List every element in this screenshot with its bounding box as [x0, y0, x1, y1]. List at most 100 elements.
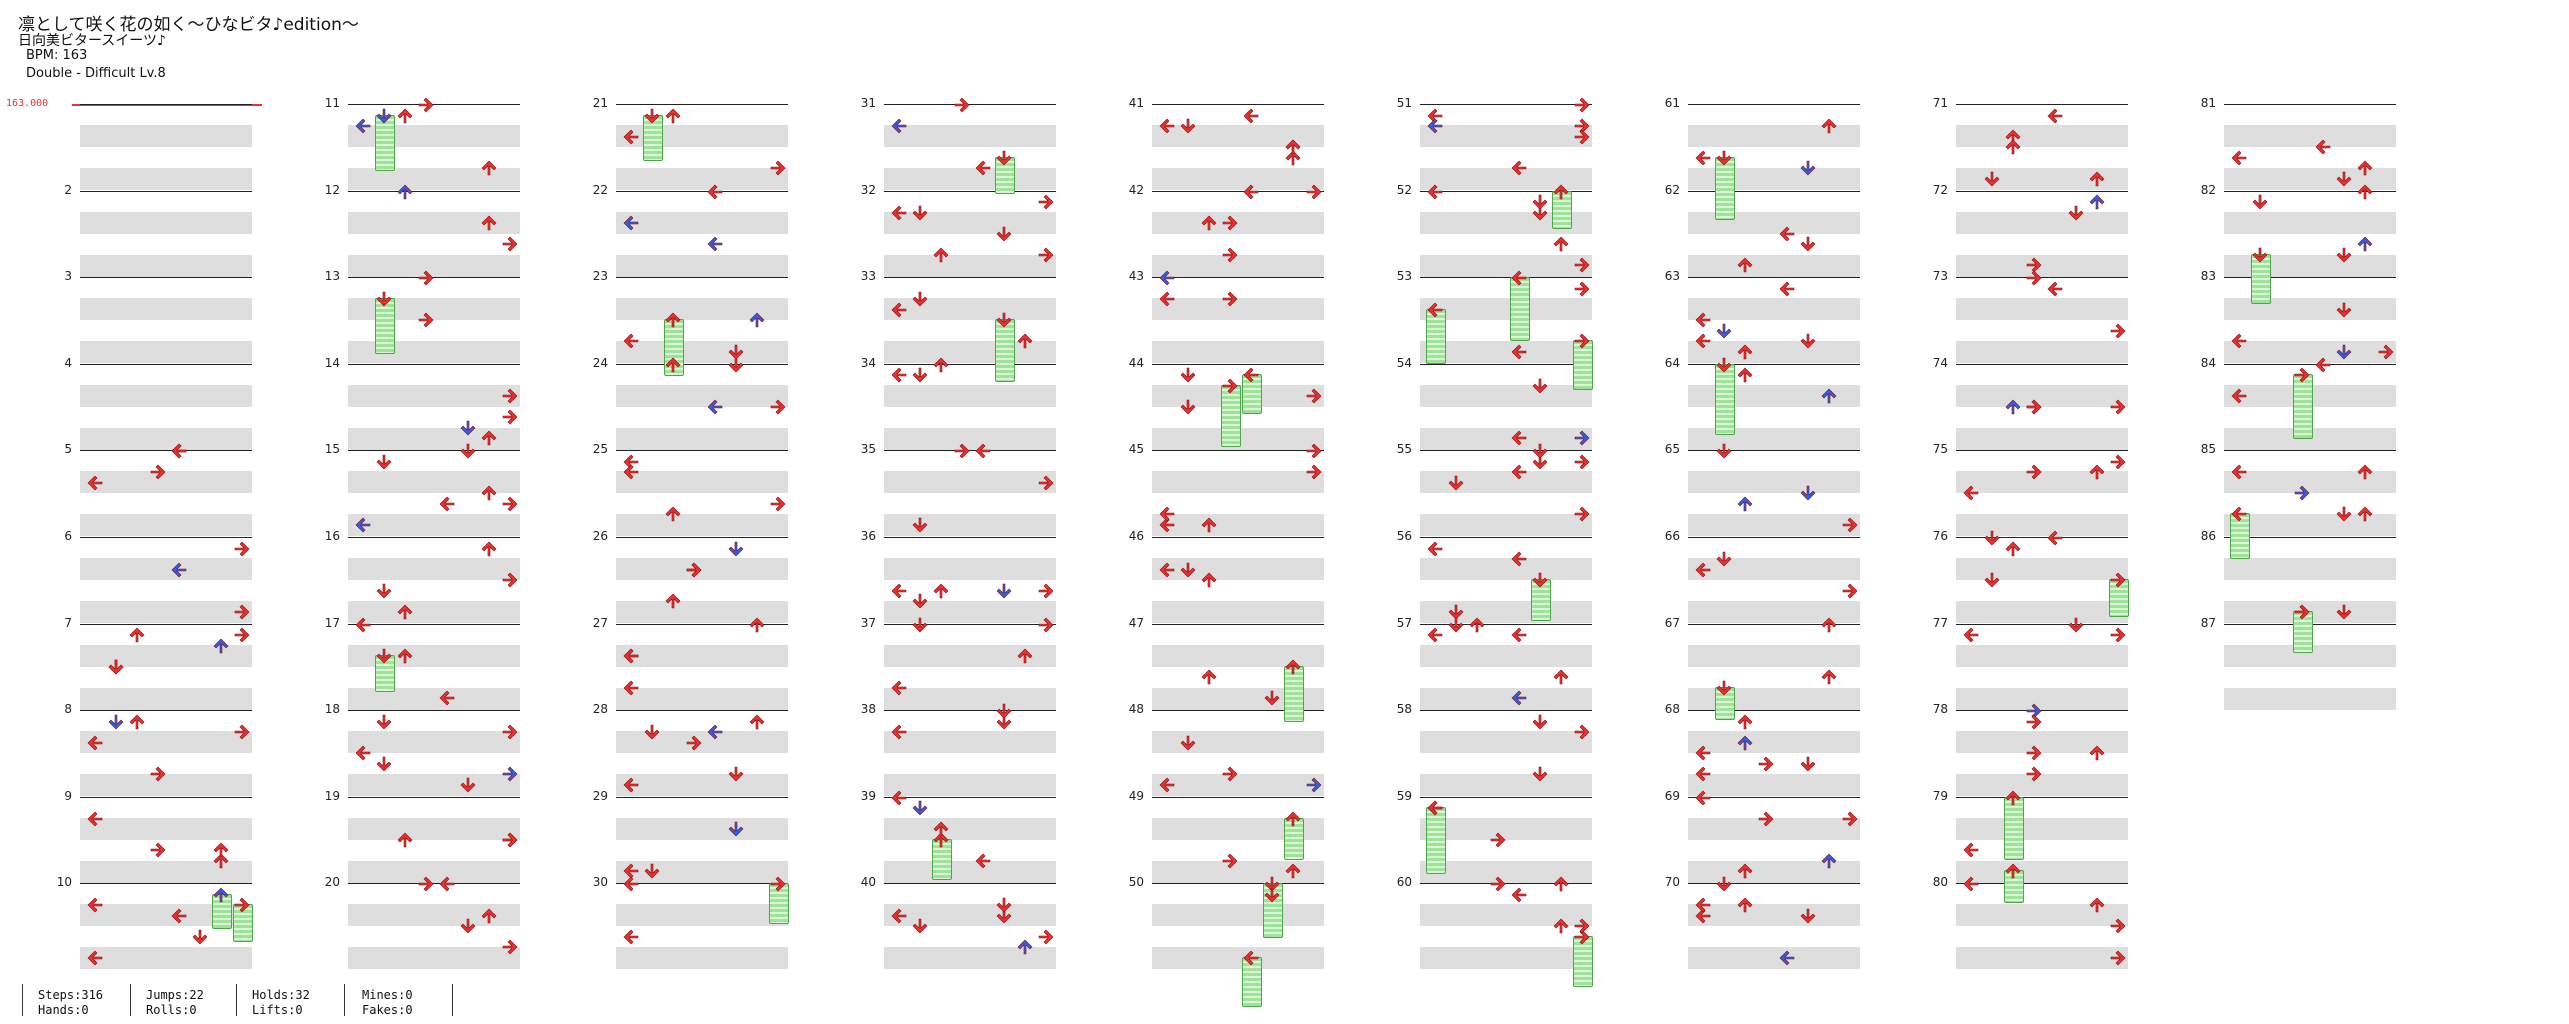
measure-number: 10: [56, 875, 72, 890]
step-arrow-left-icon: [1694, 765, 1712, 783]
step-arrow-left-icon: [622, 862, 640, 880]
step-arrow-right-icon: [2293, 366, 2311, 384]
measure-number: 54: [1396, 355, 1412, 370]
artist-name: 日向美ビタースイーツ♪: [18, 33, 166, 49]
measure-number: 32: [860, 182, 876, 197]
measure-block: 7: [64, 616, 268, 710]
step-arrow-up-icon: [212, 637, 230, 655]
step-arrow-left-icon: [86, 810, 104, 828]
step-arrow-up-icon: [748, 713, 766, 731]
measure-line: [616, 883, 788, 885]
step-arrow-left-icon: [1694, 744, 1712, 762]
step-arrow-down-icon: [995, 702, 1013, 720]
step-arrow-down-icon: [375, 453, 393, 471]
measure-block: 24: [593, 356, 804, 450]
beat-band: [80, 427, 252, 450]
mines-count: Mines:0: [362, 988, 413, 1002]
measure-number: 12: [324, 182, 340, 197]
beat-band: [1420, 644, 1592, 667]
measure-line: [616, 277, 788, 279]
stats-group-2: Jumps:22 Rolls:0: [146, 988, 204, 1018]
measure-line: [80, 450, 252, 452]
step-arrow-up-icon: [2004, 398, 2022, 416]
measure-line: [2224, 277, 2396, 279]
step-arrow-left-icon: [438, 875, 456, 893]
beat-band: [1688, 254, 1860, 277]
step-arrow-left-icon: [1510, 689, 1528, 707]
measure-block: 50: [1129, 875, 1340, 970]
step-arrow-down-icon: [1531, 713, 1549, 731]
beat-band: [884, 125, 1056, 147]
step-arrow-up-icon: [1820, 852, 1838, 870]
measure-block: 10: [57, 875, 268, 970]
measure-line: [616, 796, 788, 798]
measure-number: 14: [324, 355, 340, 370]
measure-number: 86: [2200, 529, 2216, 543]
measure-block: 45: [1129, 442, 1340, 537]
measure-number: 42: [1128, 182, 1144, 197]
measure-line: [884, 363, 1056, 365]
step-arrow-down-icon: [375, 582, 393, 600]
step-arrow-up-icon: [932, 831, 950, 849]
measure-block: 17: [325, 616, 536, 710]
step-arrow-right-icon: [1573, 429, 1591, 447]
measure-block: 25: [593, 442, 804, 537]
step-arrow-right-icon: [2025, 713, 2043, 731]
measure-number: 73: [1932, 269, 1948, 284]
measure-line: [1152, 537, 1324, 538]
measure-line: [1688, 796, 1860, 798]
measure-line: [2224, 450, 2396, 452]
measure-block: 61: [1665, 96, 1876, 190]
step-arrow-left-icon: [622, 776, 640, 794]
measure-number: 51: [1396, 96, 1412, 110]
measure-line: [884, 104, 1056, 105]
measure-line: [1152, 190, 1324, 192]
measure-line: [80, 277, 252, 279]
measure-number: 29: [592, 788, 608, 803]
beat-band: [348, 601, 520, 623]
beat-band: [2224, 168, 2396, 190]
measure-block: 5: [64, 442, 268, 537]
measure-line: [1420, 104, 1592, 105]
measure-line: [80, 104, 252, 105]
measure-line: [80, 710, 252, 712]
beat-band: [1152, 298, 1324, 321]
measure-line: [884, 796, 1056, 798]
beat-band: [1688, 558, 1860, 580]
measure-block: 73: [1933, 269, 2144, 364]
measure-block: 68: [1665, 702, 1876, 797]
step-arrow-left-icon: [1778, 280, 1796, 298]
measure-block: 59: [1397, 789, 1608, 883]
measure-line: [348, 450, 520, 452]
measure-number: 17: [324, 615, 340, 630]
step-arrow-right-icon: [149, 765, 167, 783]
step-arrow-up-icon: [1552, 917, 1570, 935]
step-arrow-up-icon: [1284, 862, 1302, 880]
measure-block: 9: [64, 789, 268, 883]
beat-band: [1688, 687, 1860, 710]
measure-line: [616, 710, 788, 712]
measure-number: 70: [1664, 875, 1680, 890]
beat-band: [616, 168, 788, 190]
beat-band: [80, 514, 252, 537]
step-arrow-up-icon: [748, 616, 766, 634]
step-arrow-down-icon: [1179, 734, 1197, 752]
beat-band: [2224, 471, 2396, 494]
step-arrow-right-icon: [501, 408, 519, 426]
fakes-count: Fakes:0: [362, 1003, 413, 1017]
beat-band: [616, 558, 788, 580]
step-arrow-left-icon: [1694, 789, 1712, 807]
measure-block: 12: [325, 183, 536, 277]
step-arrow-left-icon: [706, 183, 724, 201]
measure-line: [80, 883, 252, 885]
measure-number: 27: [592, 615, 608, 630]
step-arrow-down-icon: [1983, 170, 2001, 188]
step-arrow-up-icon: [1820, 616, 1838, 634]
measure-number: 21: [592, 96, 608, 110]
step-arrow-down-icon: [1715, 679, 1733, 697]
beat-band: [616, 644, 788, 667]
step-arrow-right-icon: [1841, 810, 1859, 828]
step-arrow-left-icon: [1962, 841, 1980, 859]
measure-block: 23: [593, 269, 804, 364]
beat-band: [1688, 298, 1860, 321]
